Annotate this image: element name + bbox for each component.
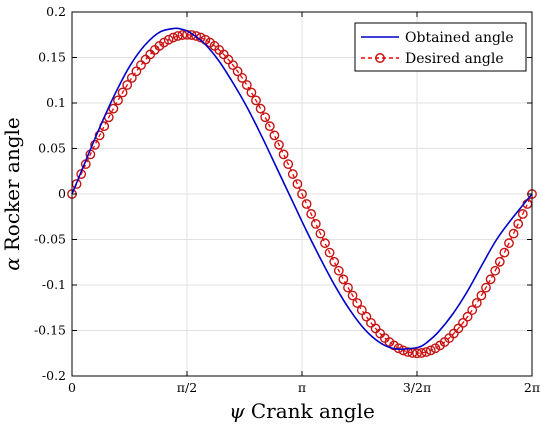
- series-obtained-angle: [71, 27, 533, 351]
- desired-angle-marker: [186, 30, 197, 40]
- desired-angle-marker: [499, 247, 510, 258]
- x-tick-label: 3/2π: [403, 380, 431, 395]
- desired-angle-marker: [356, 305, 367, 315]
- desired-angle-marker: [504, 238, 514, 249]
- desired-angle-marker: [191, 31, 202, 41]
- desired-angle-marker: [306, 209, 317, 219]
- desired-angle-marker: [255, 103, 266, 114]
- y-tick-label: -0.15: [34, 323, 66, 338]
- desired-angle-marker: [163, 34, 174, 45]
- y-axis-text: Rocker angle: [0, 117, 24, 251]
- x-axis-symbol: ψ: [229, 399, 245, 423]
- desired-angle-marker: [108, 103, 119, 114]
- desired-angle-marker: [126, 73, 137, 83]
- desired-angle-marker: [476, 290, 487, 301]
- y-axis-label: α Rocker angle: [0, 117, 24, 271]
- desired-angle-marker: [315, 228, 326, 239]
- obtained-angle-line: [71, 27, 533, 351]
- desired-angle-marker: [338, 274, 349, 285]
- desired-angle-marker: [310, 218, 321, 229]
- desired-angle-marker: [264, 121, 275, 132]
- desired-angle-marker: [237, 73, 248, 83]
- legend-marker-desired: [375, 53, 385, 63]
- axis-ticks: 0 π/2 π 3/2π 2π 0.2 0.15 0.1 0.05 0 -0.05 -0.1 -0.15…: [34, 4, 540, 395]
- desired-angle-marker: [343, 282, 353, 293]
- x-tick-label: π/2: [177, 380, 197, 395]
- desired-angle-marker: [513, 218, 524, 229]
- desired-angle-marker: [292, 179, 303, 189]
- desired-angle-marker: [333, 265, 344, 276]
- desired-angle-marker: [260, 112, 271, 123]
- y-tick-label: 0.2: [46, 4, 66, 19]
- desired-angle-marker: [287, 169, 298, 179]
- x-tick-label: π: [298, 380, 306, 395]
- desired-angle-marker: [402, 347, 413, 357]
- y-tick-label: 0.1: [46, 95, 66, 110]
- desired-angle-marker: [232, 66, 243, 77]
- desired-angle-marker: [398, 345, 409, 356]
- desired-angle-marker: [94, 130, 105, 141]
- desired-angle-marker: [278, 149, 289, 160]
- desired-angle-marker: [136, 60, 146, 71]
- x-tick-label: 0: [68, 380, 76, 395]
- x-tick-label: 2π: [524, 380, 540, 395]
- desired-angle-line: [71, 34, 533, 354]
- desired-angle-marker: [140, 54, 151, 65]
- desired-angle-marker: [421, 347, 432, 357]
- desired-angle-marker: [168, 32, 179, 43]
- desired-angle-marker: [241, 80, 252, 90]
- desired-angle-marker: [177, 30, 188, 40]
- desired-angle-marker: [458, 317, 468, 328]
- desired-angle-marker: [324, 247, 335, 258]
- desired-angle-marker: [113, 95, 123, 106]
- desired-angle-marker: [467, 305, 478, 315]
- desired-angle-marker: [228, 60, 238, 71]
- desired-angle-marker: [274, 139, 284, 150]
- desired-angle-marker: [517, 209, 528, 219]
- desired-angle-marker: [425, 345, 436, 356]
- y-axis-symbol: α: [0, 257, 24, 271]
- desired-angle-marker: [251, 95, 261, 106]
- desired-angle-marker: [347, 290, 358, 301]
- desired-angle-marker: [320, 238, 330, 249]
- x-axis-label: ψ Crank angle: [229, 399, 375, 423]
- desired-angle-marker: [122, 80, 133, 90]
- legend-box: [354, 22, 527, 72]
- x-axis-text: Crank angle: [251, 399, 375, 423]
- desired-angle-marker: [412, 348, 422, 359]
- legend-label-obtained: Obtained angle: [405, 30, 514, 46]
- desired-angle-marker: [481, 282, 491, 293]
- legend: Obtained angle Desired angle: [354, 22, 527, 72]
- desired-angle-marker: [329, 256, 340, 267]
- y-tick-label: 0.15: [38, 50, 66, 65]
- desired-angle-marker: [490, 265, 501, 276]
- desired-angle-marker: [131, 66, 142, 77]
- desired-angle-marker: [471, 298, 482, 308]
- desired-angle-marker: [494, 256, 505, 267]
- y-tick-label: 0.05: [38, 141, 66, 156]
- legend-label-desired: Desired angle: [405, 51, 504, 67]
- desired-angle-marker: [297, 189, 307, 199]
- desired-angle-marker: [246, 87, 257, 98]
- y-tick-label: -0.05: [34, 232, 66, 247]
- desired-angle-marker: [416, 348, 427, 358]
- desired-angle-marker: [269, 130, 280, 141]
- desired-angle-marker: [462, 311, 473, 322]
- y-tick-label: -0.2: [42, 368, 66, 383]
- y-tick-label: 0: [58, 186, 66, 201]
- desired-angle-marker: [361, 311, 372, 322]
- desired-angle-marker: [301, 199, 312, 209]
- desired-angle-marker: [283, 159, 294, 170]
- desired-angle-marker: [352, 298, 363, 308]
- y-tick-label: -0.1: [42, 277, 66, 292]
- desired-angle-marker: [117, 87, 128, 98]
- desired-angle-marker: [508, 228, 519, 239]
- desired-angle-marker: [172, 31, 183, 41]
- desired-angle-marker: [485, 274, 496, 285]
